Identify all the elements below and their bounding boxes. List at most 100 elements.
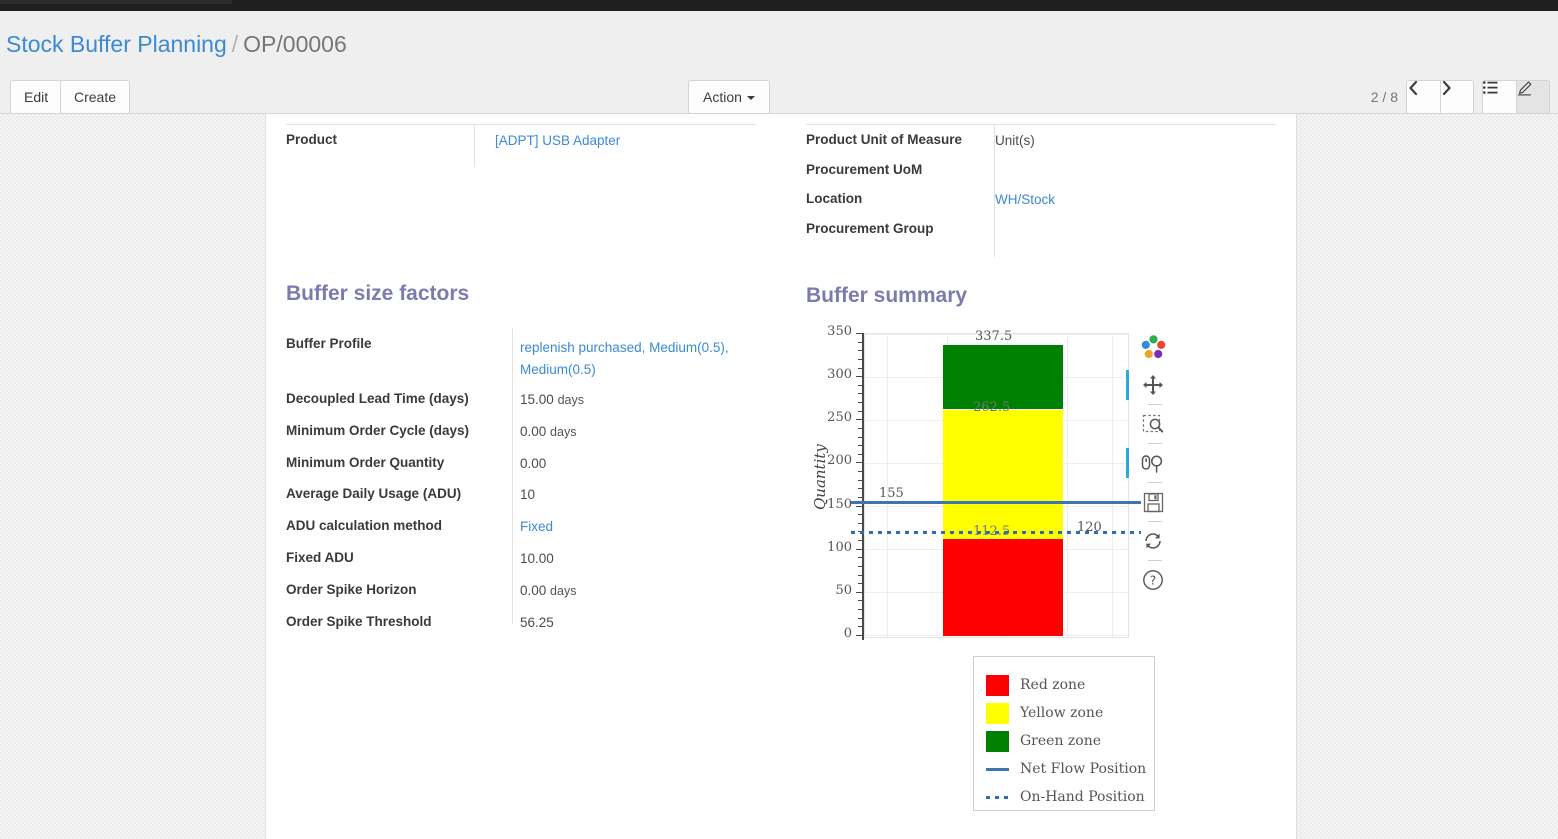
chart-y-tick-mark <box>856 591 862 593</box>
legend-item-red-zone[interactable]: Red zone <box>986 671 1085 699</box>
field-adu-calculation-method-label: ADU calculation method <box>286 518 443 533</box>
chart-y-minor-tick-mark <box>858 522 862 524</box>
chart-y-tick-mark <box>856 333 862 334</box>
chart-y-minor-tick-mark <box>858 514 862 516</box>
field-buffer-profile-link[interactable]: replenish purchased, Medium(0.5), Medium… <box>520 340 729 377</box>
legend-line-on-hand-position <box>986 795 1009 799</box>
legend-item-on-hand-position[interactable]: On-Hand Position <box>986 783 1145 811</box>
chart-y-minor-tick-mark <box>858 367 862 369</box>
field-order-spike-horizon-number: 0.00 <box>520 583 547 598</box>
help-tool-icon[interactable]: ? <box>1135 561 1171 599</box>
field-product-uom-label: Product Unit of Measure <box>806 132 963 147</box>
chart-y-minor-tick-mark <box>858 341 862 343</box>
field-product-uom-value: Unit(s) <box>995 133 1035 148</box>
form-group-divider-left <box>286 124 756 125</box>
field-fixed-adu-value: 10.00 <box>520 551 554 566</box>
field-decoupled-lead-time-value: 15.00 days <box>520 392 584 407</box>
box-zoom-tool-icon[interactable] <box>1135 405 1171 443</box>
bokeh-logo-icon <box>1135 328 1171 366</box>
field-minimum-order-quantity-value: 0.00 <box>520 456 547 471</box>
wheel-zoom-tool-icon[interactable] <box>1126 444 1171 482</box>
field-location-label: Location <box>806 191 863 206</box>
legend-item-yellow-zone[interactable]: Yellow zone <box>986 699 1103 727</box>
chart-y-minor-tick-mark <box>858 574 862 576</box>
chart-y-tick-label: 0 <box>843 626 852 641</box>
list-view-icon <box>1483 81 1498 94</box>
pan-tool-icon[interactable] <box>1126 366 1171 404</box>
legend-swatch-yellow-zone <box>986 702 1009 724</box>
chart-y-tick-label: 300 <box>827 367 852 383</box>
form-view-button[interactable] <box>1516 80 1550 114</box>
chart-y-minor-tick-mark <box>858 488 862 490</box>
field-minimum-order-cycle-number: 0.00 <box>520 424 547 439</box>
chart-y-tick-mark <box>856 505 862 507</box>
chart-y-minor-tick-mark <box>858 496 862 498</box>
field-procurement-uom-label: Procurement UoM <box>806 162 923 177</box>
chart-y-minor-tick-mark <box>858 540 862 542</box>
chart-y-minor-tick-mark <box>858 445 862 447</box>
reset-tool-icon[interactable] <box>1135 522 1171 560</box>
chart-y-axis-line <box>862 333 864 640</box>
chart-plot-wrap: 337.5 262.5 112.5 155 120 <box>851 329 1141 638</box>
chart-bar-yellow-zone[interactable] <box>943 409 1063 539</box>
pager-count: 2 / 8 <box>1370 89 1398 105</box>
chart-y-minor-tick-mark <box>858 557 862 559</box>
form-left-column-divider <box>474 125 475 167</box>
previous-record-button[interactable] <box>1406 80 1440 114</box>
field-minimum-order-cycle-value: 0.00 days <box>520 424 576 439</box>
chart-y-minor-tick-mark <box>858 479 862 481</box>
chart-y-minor-tick-mark <box>858 471 862 473</box>
breadcrumb-root-link[interactable]: Stock Buffer Planning <box>6 31 227 57</box>
action-menu-button[interactable]: Action <box>688 80 770 114</box>
field-decoupled-lead-time-number: 15.00 <box>520 392 554 407</box>
chart-y-tick-label: 100 <box>827 539 852 555</box>
chart-y-tick-mark <box>856 548 862 550</box>
form-group-divider-right <box>806 124 1276 125</box>
legend-item-green-zone[interactable]: Green zone <box>986 727 1101 755</box>
chart-y-tick-label: 200 <box>827 453 852 469</box>
field-product-link[interactable]: [ADPT] USB Adapter <box>495 133 621 148</box>
legend-item-net-flow-position[interactable]: Net Flow Position <box>986 755 1146 783</box>
chart-legend: Red zone Yellow zone Green zone Net Flow… <box>973 656 1155 811</box>
field-adu-calculation-method-link[interactable]: Fixed <box>520 519 554 534</box>
edit-button[interactable]: Edit <box>10 80 63 114</box>
field-order-spike-horizon-unit: days <box>550 584 577 598</box>
form-view-icon <box>1518 81 1532 96</box>
chart-gridline-h <box>865 334 1128 335</box>
chart-label-262-5: 262.5 <box>973 400 1011 415</box>
chart-y-tick-mark <box>856 462 862 464</box>
chart-on-hand-line <box>851 531 1141 535</box>
field-order-spike-horizon-label: Order Spike Horizon <box>286 582 417 597</box>
legend-swatch-green-zone <box>986 730 1009 752</box>
chart-y-tick-mark <box>856 635 862 636</box>
chart-y-tick-label: 150 <box>827 496 852 512</box>
field-order-spike-threshold-label: Order Spike Threshold <box>286 614 432 629</box>
chevron-down-icon <box>746 96 755 101</box>
chart-bar-green-zone[interactable] <box>943 344 1063 410</box>
field-decoupled-lead-time-label: Decoupled Lead Time (days) <box>286 391 469 406</box>
create-button[interactable]: Create <box>60 80 131 114</box>
list-view-button[interactable] <box>1482 80 1516 114</box>
breadcrumb-current: OP/00006 <box>243 31 347 57</box>
buffer-size-factors-title: Buffer size factors <box>286 282 470 305</box>
legend-swatch-red-zone <box>986 674 1009 696</box>
field-location-link[interactable]: WH/Stock <box>995 192 1056 207</box>
chart-bar-red-zone[interactable] <box>943 538 1063 636</box>
chart-toolbar: ? <box>1126 328 1175 599</box>
wheel-zoom-glyph <box>1141 455 1163 473</box>
chart-label-155: 155 <box>879 486 904 501</box>
chart-y-minor-tick-mark <box>858 617 862 619</box>
chart-gridline-v <box>887 334 888 637</box>
pan-arrows-glyph <box>1143 375 1163 395</box>
next-record-button[interactable] <box>1440 80 1474 114</box>
chart-gridline-v <box>1112 334 1113 637</box>
chart-y-tick-mark <box>856 419 862 421</box>
breadcrumb: Stock Buffer Planning / OP/00006 <box>6 29 347 59</box>
field-product-value: [ADPT] USB Adapter <box>495 133 620 148</box>
chart-y-minor-tick-mark <box>858 427 862 429</box>
field-minimum-order-cycle-unit: days <box>550 425 577 439</box>
field-buffer-profile-label: Buffer Profile <box>286 336 372 351</box>
chart-label-120: 120 <box>1077 520 1102 535</box>
save-tool-icon[interactable] <box>1135 483 1171 521</box>
chevron-left-icon <box>1409 81 1418 95</box>
